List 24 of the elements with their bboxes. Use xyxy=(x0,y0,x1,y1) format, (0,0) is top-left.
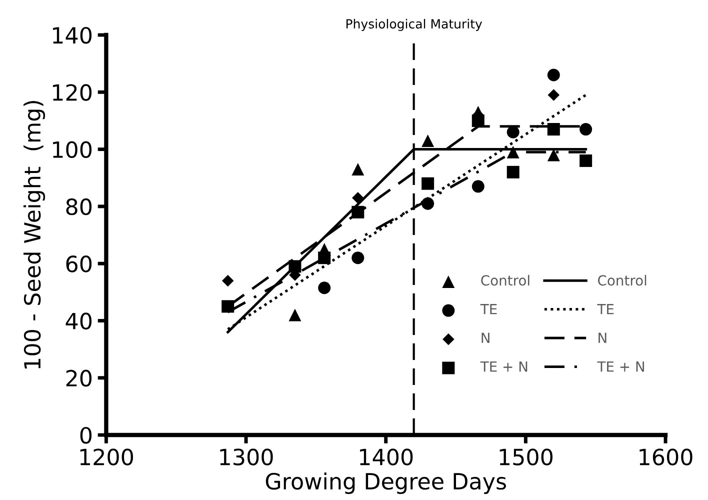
x-tick-label: 1400 xyxy=(360,448,413,466)
x-tick-label: 1200 xyxy=(80,448,133,466)
legend-label: Control xyxy=(481,274,530,286)
legend-label: TE + N xyxy=(597,361,644,372)
legend-label: N xyxy=(482,332,490,343)
y-tick-label: 120 xyxy=(53,84,92,101)
y-tick-label: 80 xyxy=(66,198,92,216)
y-tick-label: 40 xyxy=(66,312,92,330)
x-tick-label: 1300 xyxy=(220,448,273,466)
legend-label: Control xyxy=(598,274,646,286)
y-tick-label: 20 xyxy=(66,370,92,387)
x-tick-label: 1500 xyxy=(500,448,552,466)
legend-label: TE + N xyxy=(480,361,528,372)
y-tick-label: 60 xyxy=(66,256,92,272)
y-tick-label: 140 xyxy=(53,26,92,44)
y-tick-label: 100 xyxy=(53,141,92,158)
legend-label: TE xyxy=(597,304,614,314)
y-tick-label: 0 xyxy=(80,426,92,444)
x-tick-label: 1600 xyxy=(640,448,692,466)
x-axis-title: Growing Degree Days xyxy=(266,472,506,494)
legend-label: N xyxy=(598,332,606,343)
y-axis-title: 100 - Seed Weight (mg) xyxy=(24,101,46,368)
ref-line-label: Physiological Maturity xyxy=(346,18,482,31)
legend-label: TE xyxy=(480,304,497,314)
